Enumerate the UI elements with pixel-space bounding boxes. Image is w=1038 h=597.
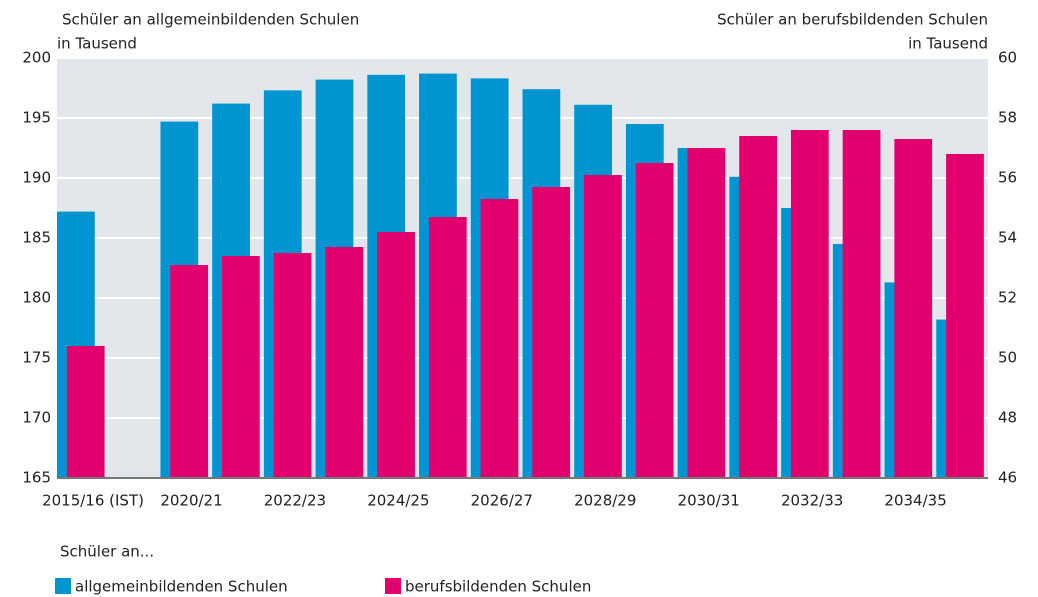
y2-tick-label: 60 xyxy=(998,49,1017,67)
bar xyxy=(170,265,209,478)
bar xyxy=(584,175,622,478)
y2-tick-label: 50 xyxy=(998,349,1017,367)
y2-tick-label: 58 xyxy=(998,109,1017,127)
y-tick-label: 200 xyxy=(22,49,51,67)
legend-label: allgemeinbildenden Schulen xyxy=(75,578,288,596)
y2-tick-label: 54 xyxy=(998,229,1017,247)
y-tick-label: 185 xyxy=(22,229,51,247)
y2-tick-label: 46 xyxy=(998,469,1017,487)
bar xyxy=(428,217,467,478)
y-axis-title: Schüler an allgemeinbildenden Schulen xyxy=(62,11,359,29)
y2-tick-label: 52 xyxy=(998,289,1017,307)
bar xyxy=(687,148,726,478)
y-tick-label: 175 xyxy=(22,349,51,367)
x-tick-label: 2026/27 xyxy=(471,492,533,510)
bar xyxy=(377,232,415,478)
y2-tick-label: 56 xyxy=(998,169,1017,187)
bar xyxy=(635,163,674,478)
y2-axis-title: in Tausend xyxy=(908,35,988,53)
y2-tick-label: 48 xyxy=(998,409,1017,427)
bar xyxy=(66,346,105,478)
legend-swatch xyxy=(55,578,71,594)
bar xyxy=(790,130,829,478)
x-tick-label: 2022/23 xyxy=(264,492,326,510)
bar xyxy=(325,247,364,478)
y-tick-label: 180 xyxy=(22,289,51,307)
bar xyxy=(273,253,312,478)
bar xyxy=(842,130,881,478)
y2-axis-title: Schüler an berufsbildenden Schulen xyxy=(717,11,988,29)
x-tick-label: 2034/35 xyxy=(884,492,946,510)
bar xyxy=(739,136,777,478)
x-tick-label: 2024/25 xyxy=(367,492,429,510)
bar xyxy=(480,199,519,478)
x-tick-label: 2020/21 xyxy=(160,492,222,510)
x-tick-label: 2028/29 xyxy=(574,492,636,510)
bar xyxy=(221,256,260,478)
legend-swatch xyxy=(385,578,401,594)
bar xyxy=(532,187,571,478)
legend-title: Schüler an... xyxy=(60,543,154,561)
y-axis-title: in Tausend xyxy=(57,35,137,53)
x-tick-label: 2032/33 xyxy=(781,492,843,510)
y-tick-label: 195 xyxy=(22,109,51,127)
legend-label: berufsbildenden Schulen xyxy=(405,578,591,596)
bar xyxy=(894,139,933,478)
x-tick-label: 2015/16 (IST) xyxy=(42,492,144,510)
y-tick-label: 165 xyxy=(22,469,51,487)
x-tick-label: 2030/31 xyxy=(678,492,740,510)
bar xyxy=(946,154,984,478)
y-tick-label: 190 xyxy=(22,169,51,187)
y-tick-label: 170 xyxy=(22,409,51,427)
